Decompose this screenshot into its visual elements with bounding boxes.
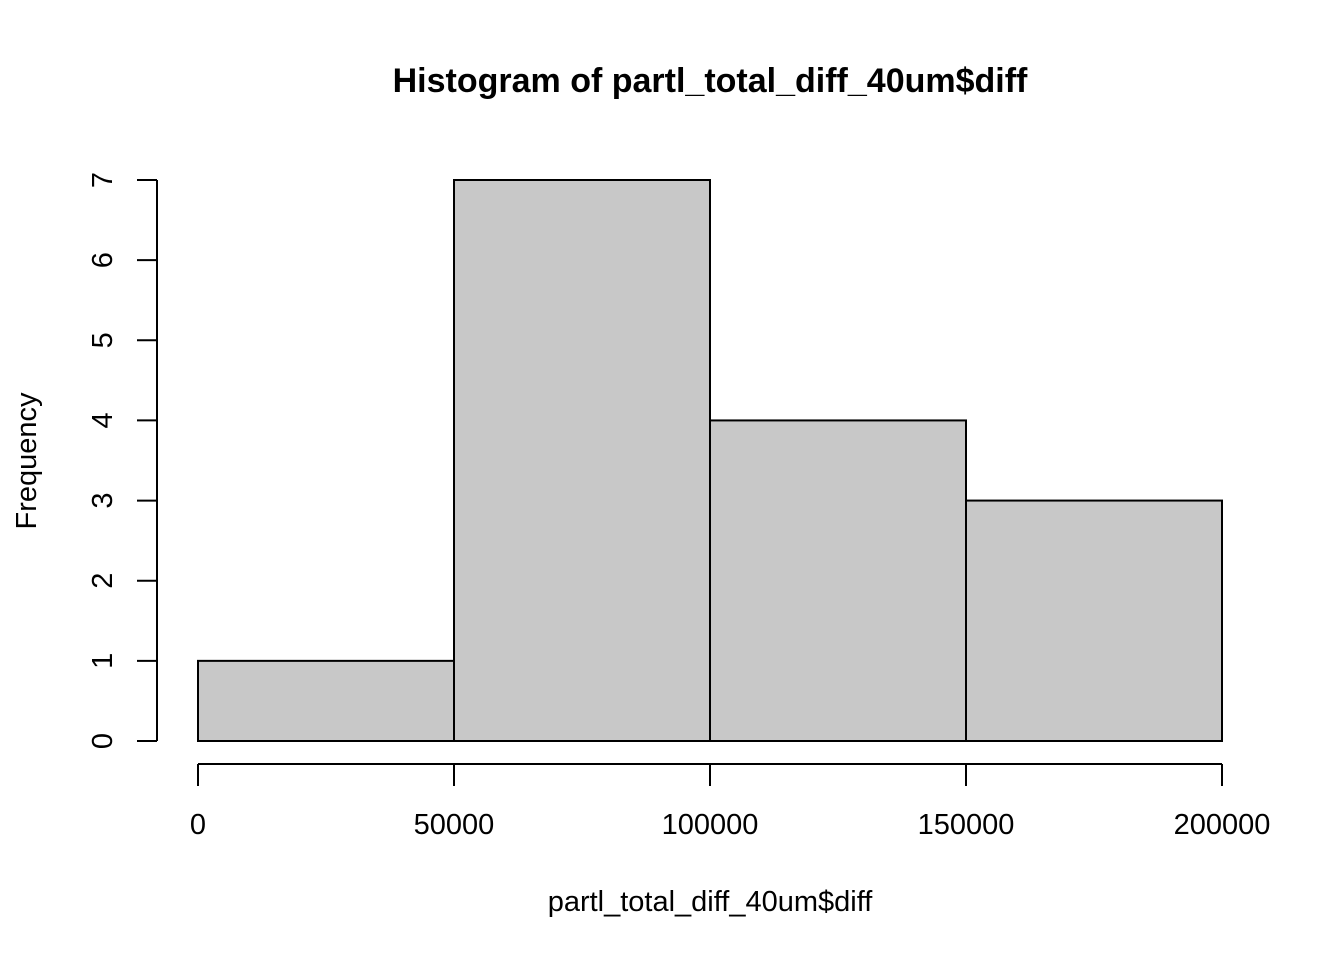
x-tick-label: 50000 (414, 809, 495, 841)
histogram-bars (197, 179, 1223, 743)
y-tick-label: 5 (87, 332, 119, 348)
x-axis-label: partl_total_diff_40um$diff (548, 886, 874, 918)
histogram-bar-4 (965, 499, 1223, 743)
x-tick-label: 100000 (662, 809, 759, 841)
y-tick-label: 7 (87, 172, 119, 188)
y-tick-label: 2 (87, 573, 119, 589)
x-tick-label: 150000 (918, 809, 1015, 841)
x-axis: 0 50000 100000 150000 200000 (190, 763, 1271, 841)
y-tick-label: 3 (87, 493, 119, 509)
x-tick-label: 0 (190, 809, 206, 841)
y-tick-label: 1 (87, 653, 119, 669)
histogram-bar-2 (453, 179, 711, 742)
y-axis-label: Frequency (11, 392, 43, 530)
y-tick-label: 6 (87, 252, 119, 268)
y-axis: 0 1 2 3 4 5 6 7 (87, 172, 158, 749)
chart-title: Histogram of partl_total_diff_40um$diff (393, 62, 1028, 100)
histogram-bar-1 (197, 659, 455, 742)
x-tick-label: 200000 (1174, 809, 1271, 841)
y-tick-label: 0 (87, 733, 119, 749)
y-tick-label: 4 (87, 412, 119, 428)
histogram-bar-3 (709, 419, 967, 742)
